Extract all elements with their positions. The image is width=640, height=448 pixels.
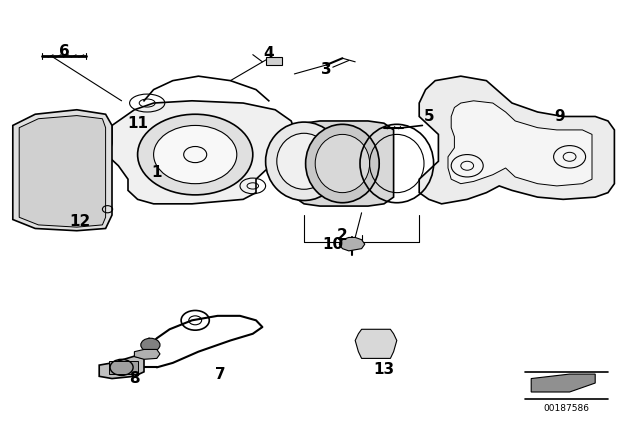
Text: 00187586: 00187586 [543,404,589,413]
Ellipse shape [276,134,332,189]
Text: 3: 3 [321,62,332,77]
Text: 8: 8 [129,371,140,386]
Text: 9: 9 [555,109,565,124]
Text: 10: 10 [322,237,344,252]
Text: 2: 2 [337,228,348,243]
Polygon shape [13,110,112,231]
Polygon shape [339,237,365,251]
Text: 5: 5 [424,109,434,124]
Polygon shape [19,116,106,227]
Text: 1: 1 [152,165,162,180]
Text: 13: 13 [373,362,395,377]
Text: 12: 12 [69,214,91,229]
Polygon shape [419,76,614,204]
Polygon shape [531,374,595,392]
Circle shape [154,125,237,184]
Bar [266,57,282,65]
Polygon shape [448,101,592,186]
Ellipse shape [306,125,380,202]
Circle shape [138,114,253,195]
Ellipse shape [316,134,370,193]
Text: 11: 11 [127,116,148,131]
Text: 7: 7 [216,366,226,382]
Bar [109,361,138,374]
Polygon shape [99,356,144,379]
Polygon shape [355,329,397,358]
Polygon shape [109,101,294,204]
Circle shape [141,338,160,352]
Polygon shape [134,349,160,359]
Ellipse shape [266,122,342,201]
Polygon shape [294,121,394,206]
Text: 6: 6 [59,44,69,59]
Text: 4: 4 [264,46,274,61]
